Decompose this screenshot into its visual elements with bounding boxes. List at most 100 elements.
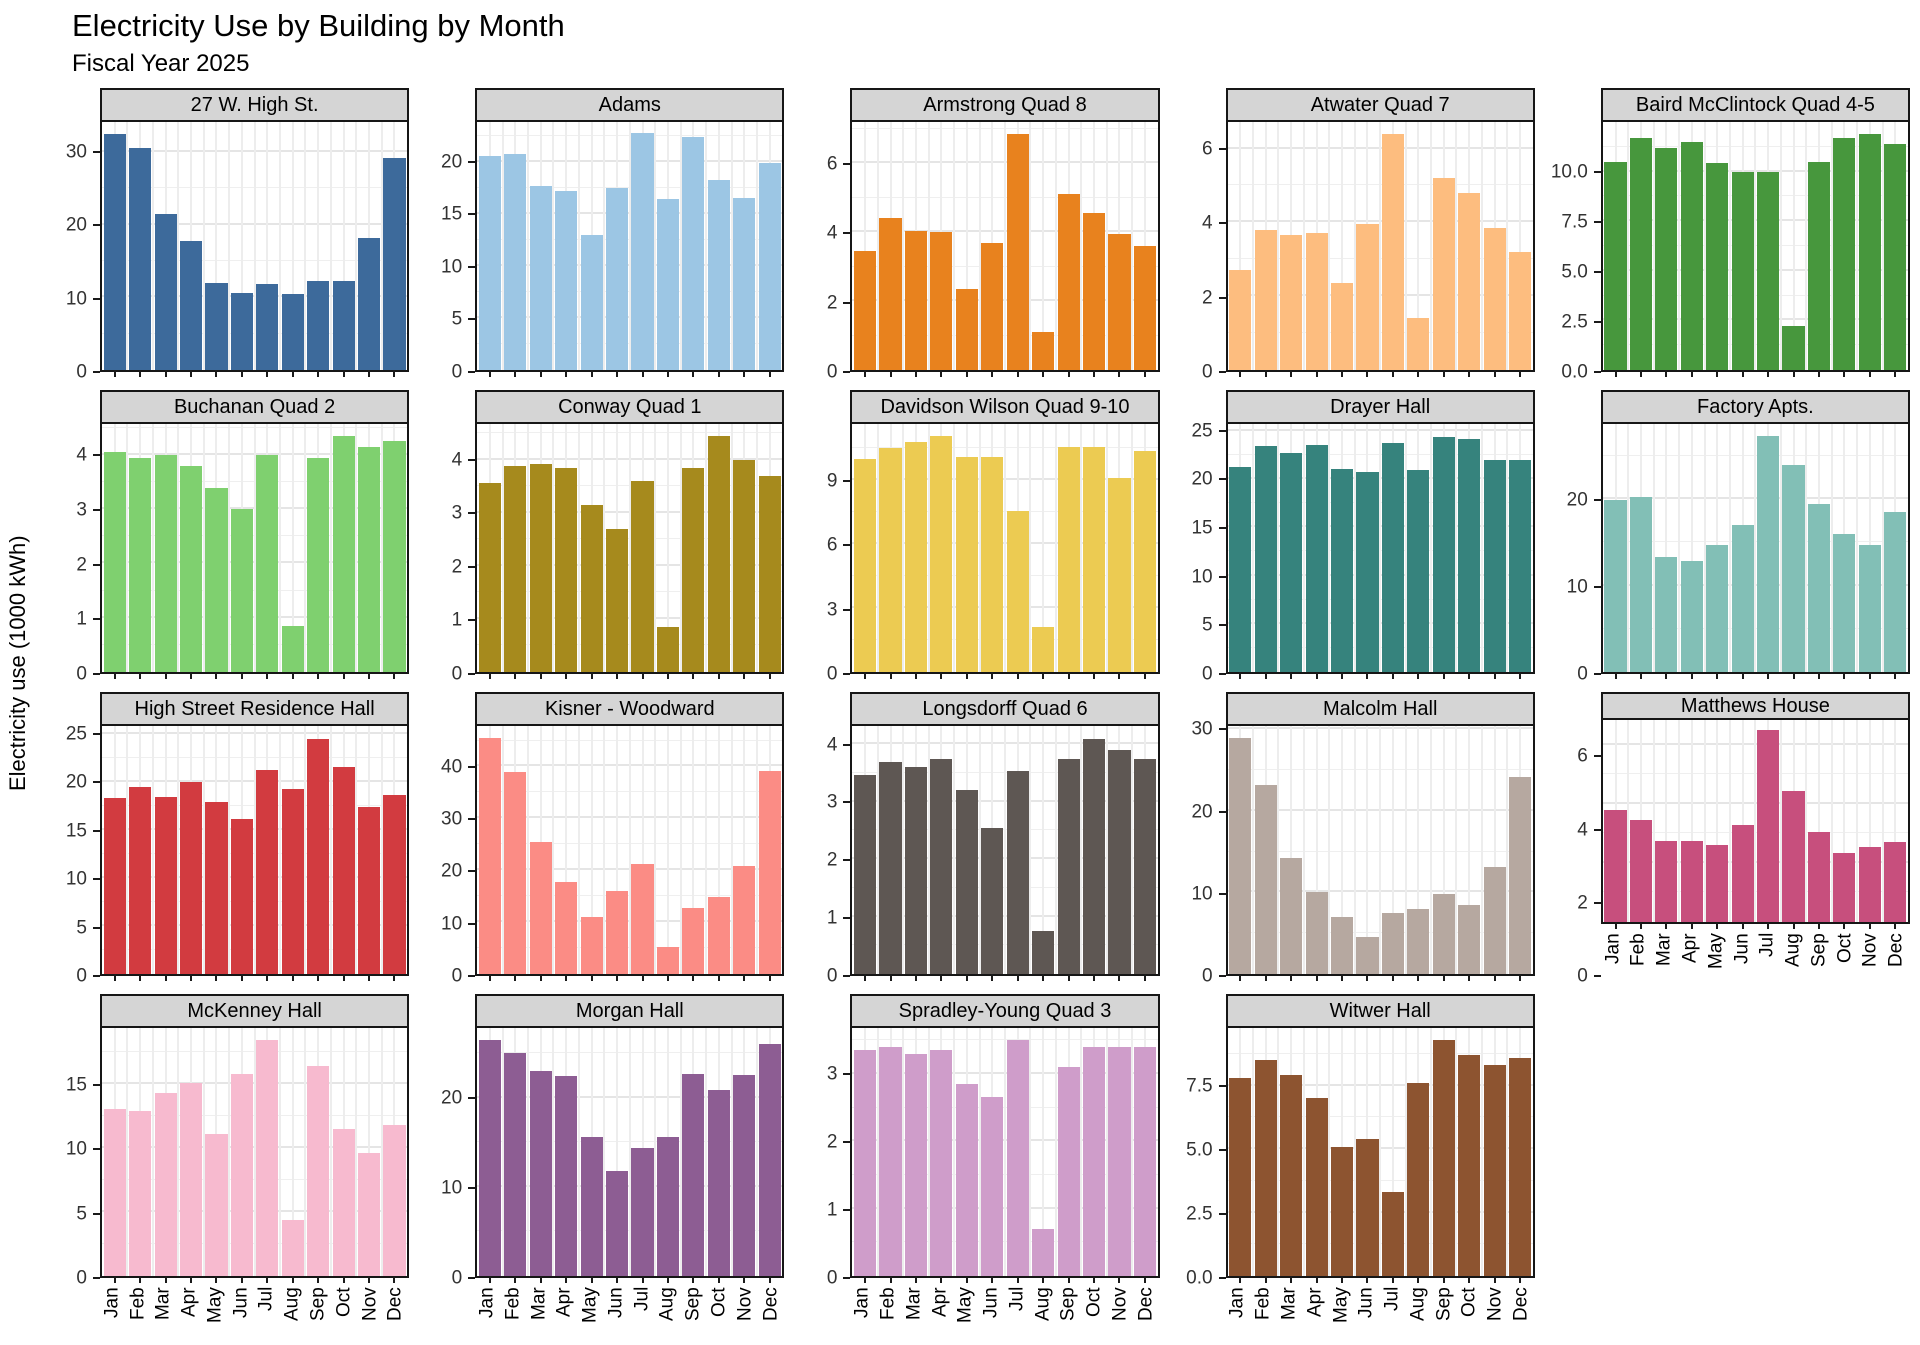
y-axis-buchanan-quad-2: 0 1 2 3 4 — [42, 424, 100, 684]
gridline-v — [1353, 122, 1356, 370]
bar-feb — [879, 1046, 902, 1276]
bar-sep — [307, 738, 330, 974]
gridline-v — [317, 122, 320, 370]
x-tick-mark — [1417, 974, 1420, 981]
bar-oct — [1458, 192, 1481, 370]
y-tick-mark — [1593, 828, 1601, 831]
x-tick-label: Apr — [178, 1287, 200, 1317]
bar-may — [205, 801, 228, 974]
y-tick-mark — [93, 151, 100, 154]
y-tick-mark — [843, 1141, 851, 1144]
y-tick-mark — [93, 618, 100, 621]
x-tick-label: Jan — [851, 1287, 873, 1318]
gridline-v — [355, 1028, 358, 1276]
gridline-v — [692, 726, 695, 974]
bar-mar — [904, 230, 928, 370]
bar-may — [580, 504, 603, 672]
bar-may — [205, 282, 228, 370]
y-tick-label: 10 — [1566, 576, 1588, 598]
bar-feb — [504, 1052, 527, 1276]
facet-adams: 0 5 10 15 20 Adams — [417, 88, 785, 382]
y-axis-baird-mcclintock-quad-4-5: 0.0 2.5 5.0 7.5 10.0 — [1543, 122, 1601, 382]
gridline-v — [1741, 720, 1744, 922]
y-tick-mark — [93, 926, 100, 929]
x-tick-mark — [1067, 370, 1070, 377]
bar-jan — [1229, 270, 1252, 370]
gridline-v — [1131, 424, 1134, 672]
facet-strip: Adams — [475, 88, 785, 122]
bar-sep — [1807, 831, 1831, 922]
gridline-v — [1277, 122, 1280, 370]
bar-jun — [230, 819, 253, 974]
bar-aug — [1407, 470, 1430, 672]
gridline-v — [1239, 122, 1242, 370]
facet-armstrong-quad-8: 0 2 4 6 Armstrong Quad 8 — [792, 88, 1160, 382]
bar-jan — [854, 459, 877, 672]
x-tick-mark — [692, 1276, 695, 1283]
y-tick-label: 10 — [441, 913, 463, 935]
gridline-v — [1080, 1028, 1083, 1276]
x-tick-label: Aug — [281, 1287, 303, 1321]
gridline-v — [1417, 122, 1420, 370]
x-tick-mark — [368, 974, 371, 981]
bar-aug — [656, 626, 679, 672]
x-tick-mark — [1016, 974, 1019, 981]
gridline-v — [202, 424, 205, 672]
x-tick-mark — [616, 1276, 619, 1283]
gridline-v — [501, 726, 504, 974]
y-tick-mark — [93, 371, 100, 373]
gridline-v — [1703, 720, 1706, 922]
bar-may — [580, 917, 603, 974]
x-tick-label: Sep — [1057, 1287, 1079, 1321]
gridline-v — [577, 424, 580, 672]
x-tick-mark — [1042, 974, 1045, 981]
gridline-v — [1131, 1028, 1134, 1276]
x-tick-mark — [1093, 370, 1095, 377]
x-tick-mark — [393, 370, 396, 377]
y-tick-mark — [93, 563, 100, 566]
gridline-v — [329, 424, 332, 672]
bar-apr — [930, 232, 953, 370]
x-tick-mark — [991, 370, 994, 377]
gridline-v — [864, 122, 867, 370]
x-tick-label: Oct — [1458, 1287, 1480, 1317]
x-tick-mark — [393, 672, 396, 679]
y-tick-mark — [1593, 371, 1601, 373]
gridline-v — [126, 122, 129, 370]
x-tick-mark — [139, 1276, 142, 1283]
bar-dec — [1884, 842, 1907, 922]
y-tick-label: 6 — [1577, 745, 1588, 767]
y-tick-label: 1 — [76, 608, 87, 630]
bar-jun — [606, 891, 629, 974]
x-axis-labels: Jan Feb Mar Apr May Jun Jul Aug Sep Oct Nov Dec — [850, 1278, 1159, 1342]
gridline-v — [215, 122, 218, 370]
y-tick-label: 5 — [76, 917, 87, 939]
x-tick-mark — [965, 1276, 968, 1283]
x-tick-mark — [1290, 974, 1293, 981]
x-tick-mark — [1519, 370, 1522, 377]
y-tick-label: 10 — [65, 288, 87, 310]
gridline-v — [1042, 122, 1045, 370]
x-tick-mark — [1741, 672, 1744, 679]
x-tick-mark — [1118, 370, 1121, 377]
gridline-v — [978, 424, 981, 672]
x-tick-mark — [240, 974, 243, 981]
facet-davidson-wilson-quad-9-10: 0 3 6 9 Davidson Wilson Quad 9-10 — [792, 390, 1160, 684]
y-tick-mark — [843, 673, 851, 675]
facet-strip: Davidson Wilson Quad 9-10 — [850, 390, 1160, 424]
gridline-v — [1328, 122, 1331, 370]
bar-feb — [129, 786, 152, 974]
gridline-v — [876, 1028, 879, 1276]
bar-jan — [478, 737, 501, 974]
bar-oct — [1458, 439, 1481, 672]
x-tick-mark — [514, 1276, 517, 1283]
x-tick-mark — [240, 672, 243, 679]
y-tick-mark — [93, 224, 100, 227]
y-axis-adams: 0 5 10 15 20 — [417, 122, 476, 382]
facet-conway-quad-1: 0 1 2 3 4 Conway Quad 1 — [417, 390, 785, 684]
bar-feb — [1629, 137, 1652, 370]
gridline-v — [1391, 1028, 1394, 1276]
facet-panel — [1225, 1028, 1535, 1283]
facet-panel — [475, 1028, 785, 1283]
gridline-v — [679, 726, 682, 974]
